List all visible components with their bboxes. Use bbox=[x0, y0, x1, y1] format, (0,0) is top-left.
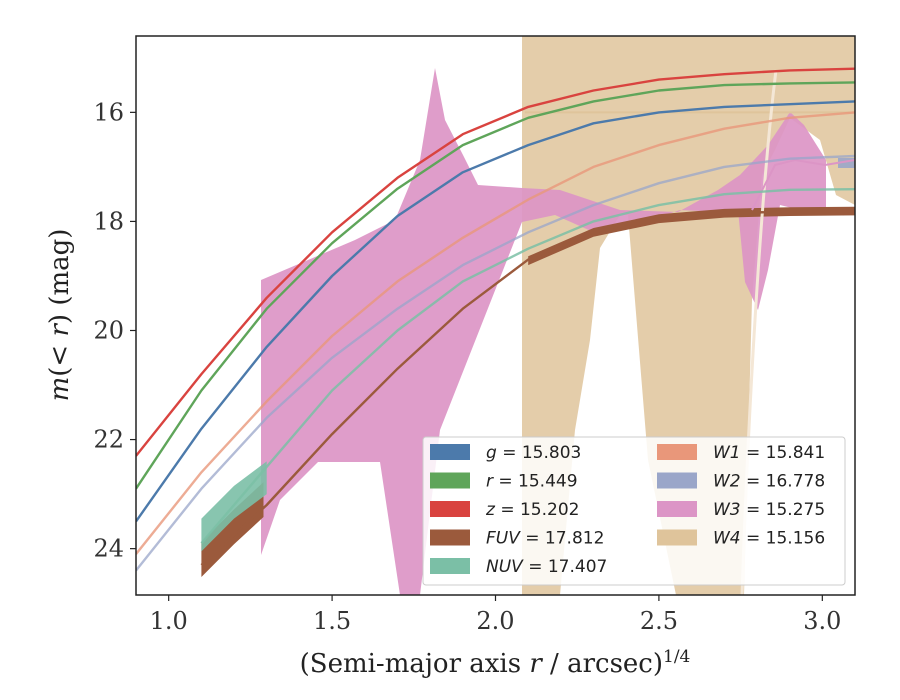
y-axis-label: m(< r) (mag) bbox=[45, 229, 75, 402]
legend-box bbox=[422, 436, 846, 586]
legend-label-r: r = 15.449 bbox=[486, 472, 578, 492]
x-tick-label: 1.0 bbox=[150, 607, 188, 635]
legend-swatch-r bbox=[430, 472, 470, 489]
nuv-line bbox=[200, 188, 855, 544]
x-axis-label: (Semi-major axis r / arcsec)1/4 bbox=[300, 647, 691, 679]
r-line bbox=[136, 81, 855, 490]
y-tick-label: 22 bbox=[93, 426, 124, 454]
w3-band bbox=[261, 68, 826, 595]
legend-label-g: g = 15.803 bbox=[486, 443, 581, 463]
y-tick-label: 24 bbox=[93, 535, 124, 563]
legend-swatch-fuv bbox=[430, 529, 470, 546]
y-tick-label: 20 bbox=[93, 316, 124, 344]
legend-label-nuv: NUV = 17.407 bbox=[486, 557, 607, 577]
legend-swatch-w1 bbox=[657, 444, 697, 460]
x-tick-label: 3.0 bbox=[803, 607, 841, 635]
w2-band bbox=[838, 158, 855, 168]
legend-swatch-nuv bbox=[430, 558, 470, 574]
y-tick-label: 16 bbox=[93, 98, 124, 126]
legend-swatch-w3 bbox=[657, 501, 697, 517]
w3-line bbox=[751, 158, 855, 211]
legend-label-fuv: FUV = 17.812 bbox=[486, 529, 604, 549]
legend-label-z: z = 15.202 bbox=[485, 500, 579, 520]
y-axis: 16 18 20 22 24 bbox=[93, 98, 136, 563]
w1-line bbox=[136, 111, 855, 555]
g-line bbox=[136, 100, 855, 523]
x-axis: 1.0 1.5 2.0 2.5 3.0 bbox=[150, 595, 841, 635]
y-tick-label: 18 bbox=[93, 207, 124, 235]
z-line bbox=[136, 67, 855, 457]
legend-label-w2: W2 = 16.778 bbox=[713, 472, 825, 492]
x-tick-label: 2.5 bbox=[640, 607, 678, 635]
legend-label-w1: W1 = 15.841 bbox=[713, 443, 825, 463]
legend-swatch-z bbox=[430, 501, 470, 517]
x-tick-label: 2.0 bbox=[476, 607, 514, 635]
w2-line bbox=[136, 154, 855, 572]
w4-band bbox=[522, 36, 855, 595]
legend: g = 15.803 r = 15.449 z = 15.202 FUV = 17.8… bbox=[422, 436, 846, 586]
legend-label-w3: W3 = 15.275 bbox=[713, 500, 825, 520]
legend-label-w4: W4 = 15.156 bbox=[713, 529, 825, 549]
x-tick-label: 1.5 bbox=[313, 607, 351, 635]
fuv-line bbox=[200, 209, 855, 566]
legend-swatch-g bbox=[430, 444, 470, 460]
series-layer bbox=[136, 67, 855, 595]
legend-swatch-w2 bbox=[657, 472, 697, 489]
legend-swatch-w4 bbox=[657, 529, 697, 546]
